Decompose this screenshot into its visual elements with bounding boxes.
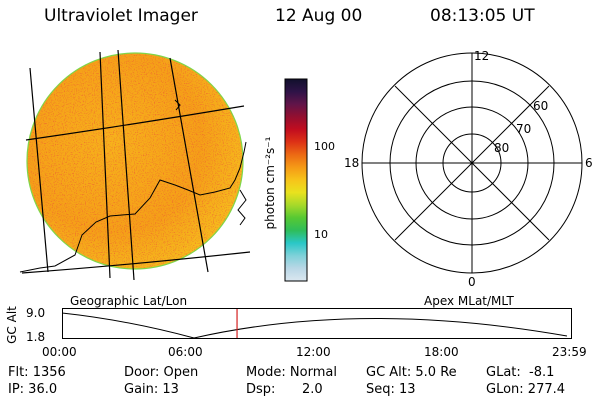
timeline-axis-label: GC Alt (5, 306, 19, 344)
timeline-xtick-3: 18:00 (424, 345, 459, 359)
mlt-label-dawn: 6 (585, 156, 593, 170)
apex-polar-plot: 12 18 6 0 60 70 80 (344, 49, 593, 289)
dsp-value: 2.0 (302, 382, 323, 397)
mode-value: Mode: Normal (246, 365, 337, 380)
mlt-label-dusk: 18 (344, 156, 359, 170)
mlt-label-noon: 12 (474, 49, 489, 63)
timeline-xtick-0: 00:00 (42, 345, 77, 359)
colorbar-tick-100: 100 (314, 140, 335, 153)
timeline-xtick-1: 06:00 (168, 345, 203, 359)
colorbar-unit-label: photon cm⁻²s⁻¹ (263, 136, 277, 230)
timeline-xtick-2: 12:00 (296, 345, 331, 359)
door-status: Door: Open (124, 365, 199, 380)
ip-value: IP: 36.0 (8, 382, 58, 397)
left-panel-caption: Geographic Lat/Lon (70, 294, 188, 308)
geographic-latitude: GLat: -8.1 (486, 365, 555, 380)
mlat-label-80: 80 (494, 141, 509, 155)
geographic-longitude: GLon: 277.4 (486, 382, 566, 397)
instrument-title: Ultraviolet Imager (44, 6, 198, 26)
observation-date: 12 Aug 00 (275, 6, 363, 26)
observation-time: 08:13:05 UT (430, 6, 535, 26)
mlat-label-70: 70 (516, 122, 531, 136)
sequence-number: Seq: 13 (366, 382, 416, 397)
right-panel-caption: Apex MLat/MLT (424, 294, 514, 308)
timeline-ytick-low: 1.8 (26, 330, 46, 344)
colorbar (284, 78, 308, 282)
colorbar-tick-10: 10 (314, 228, 328, 241)
mlt-label-midnight: 0 (468, 275, 476, 289)
mlat-label-60: 60 (533, 99, 548, 113)
orbit-timeline (62, 308, 572, 339)
flight-number: Flt: 1356 (8, 365, 66, 380)
uv-earth-image (19, 49, 251, 281)
timeline-ytick-high: 9.0 (26, 306, 46, 320)
timeline-xtick-4: 23:59 (552, 345, 587, 359)
geographic-grid (21, 49, 251, 281)
gc-altitude: GC Alt: 5.0 Re (366, 365, 457, 380)
gain-value: Gain: 13 (124, 382, 179, 397)
dsp-label: Dsp: (246, 382, 276, 397)
